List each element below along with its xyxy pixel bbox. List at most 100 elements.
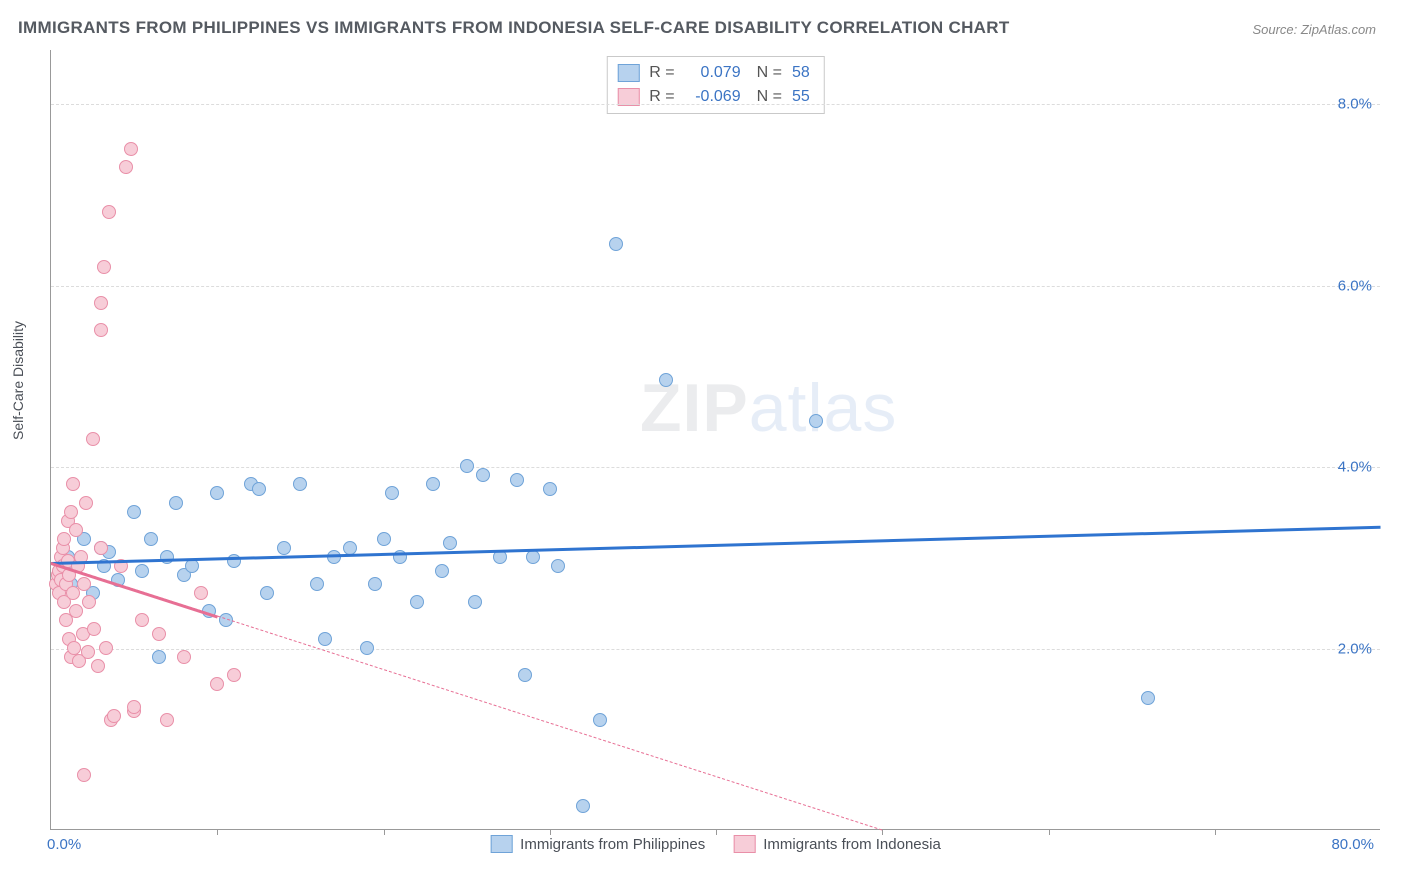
plot-area: ZIPatlas R = 0.079 N = 58 R = -0.069 N =… xyxy=(50,50,1380,830)
chart-container: IMMIGRANTS FROM PHILIPPINES VS IMMIGRANT… xyxy=(0,0,1406,892)
y-axis-label: Self-Care Disability xyxy=(10,321,26,440)
scatter-point xyxy=(107,709,121,723)
legend-label-philippines: Immigrants from Philippines xyxy=(520,836,705,853)
scatter-point xyxy=(385,486,399,500)
scatter-point xyxy=(510,473,524,487)
scatter-point xyxy=(435,564,449,578)
scatter-point xyxy=(144,532,158,546)
scatter-point xyxy=(160,713,174,727)
scatter-point xyxy=(210,486,224,500)
watermark-atlas: atlas xyxy=(749,370,898,446)
r-value-philippines: 0.079 xyxy=(685,64,741,82)
x-tick-mark xyxy=(716,829,717,835)
scatter-point xyxy=(543,482,557,496)
scatter-point xyxy=(476,468,490,482)
scatter-point xyxy=(102,205,116,219)
legend-item-indonesia: Immigrants from Indonesia xyxy=(733,835,941,853)
scatter-point xyxy=(152,627,166,641)
scatter-point xyxy=(468,595,482,609)
scatter-point xyxy=(57,532,71,546)
scatter-point xyxy=(277,541,291,555)
scatter-point xyxy=(86,432,100,446)
scatter-point xyxy=(64,505,78,519)
scatter-point xyxy=(127,505,141,519)
x-tick-mark xyxy=(882,829,883,835)
grid-line xyxy=(51,104,1380,105)
scatter-point xyxy=(518,668,532,682)
scatter-point xyxy=(99,641,113,655)
y-tick-label: 8.0% xyxy=(1338,96,1372,113)
x-tick-mark xyxy=(217,829,218,835)
scatter-point xyxy=(124,142,138,156)
scatter-point xyxy=(152,650,166,664)
scatter-point xyxy=(69,523,83,537)
scatter-point xyxy=(77,577,91,591)
scatter-point xyxy=(593,713,607,727)
x-tick-mark xyxy=(384,829,385,835)
scatter-point xyxy=(460,459,474,473)
n-value-indonesia: 55 xyxy=(792,88,810,106)
trend-line xyxy=(51,526,1381,565)
scatter-point xyxy=(443,536,457,550)
scatter-point xyxy=(127,700,141,714)
y-tick-label: 4.0% xyxy=(1338,459,1372,476)
scatter-point xyxy=(609,237,623,251)
scatter-point xyxy=(79,496,93,510)
scatter-point xyxy=(360,641,374,655)
watermark-zip: ZIP xyxy=(640,370,749,446)
scatter-point xyxy=(210,677,224,691)
legend-item-philippines: Immigrants from Philippines xyxy=(490,835,705,853)
scatter-point xyxy=(94,541,108,555)
swatch-indonesia xyxy=(617,88,639,106)
scatter-point xyxy=(67,641,81,655)
scatter-point xyxy=(135,564,149,578)
scatter-point xyxy=(659,373,673,387)
scatter-point xyxy=(526,550,540,564)
scatter-point xyxy=(551,559,565,573)
scatter-point xyxy=(97,260,111,274)
x-tick-mark xyxy=(1049,829,1050,835)
scatter-point xyxy=(177,650,191,664)
grid-line xyxy=(51,649,1380,650)
x-tick-mark xyxy=(1215,829,1216,835)
scatter-point xyxy=(82,595,96,609)
x-axis-label: 80.0% xyxy=(1331,836,1374,853)
swatch-philippines-icon xyxy=(490,835,512,853)
y-tick-label: 2.0% xyxy=(1338,640,1372,657)
scatter-point xyxy=(227,668,241,682)
watermark: ZIPatlas xyxy=(640,369,897,447)
scatter-point xyxy=(368,577,382,591)
chart-title: IMMIGRANTS FROM PHILIPPINES VS IMMIGRANT… xyxy=(18,18,1010,38)
r-label: R = xyxy=(649,88,674,106)
scatter-point xyxy=(377,532,391,546)
n-label: N = xyxy=(757,88,782,106)
swatch-philippines xyxy=(617,64,639,82)
scatter-point xyxy=(576,799,590,813)
grid-line xyxy=(51,286,1380,287)
scatter-point xyxy=(169,496,183,510)
scatter-point xyxy=(318,632,332,646)
scatter-point xyxy=(260,586,274,600)
scatter-point xyxy=(293,477,307,491)
series-legend: Immigrants from Philippines Immigrants f… xyxy=(490,835,941,853)
y-tick-label: 6.0% xyxy=(1338,277,1372,294)
scatter-point xyxy=(69,604,83,618)
scatter-point xyxy=(94,296,108,310)
scatter-point xyxy=(310,577,324,591)
scatter-point xyxy=(252,482,266,496)
r-label: R = xyxy=(649,64,674,82)
scatter-point xyxy=(66,477,80,491)
scatter-point xyxy=(94,323,108,337)
scatter-point xyxy=(119,160,133,174)
grid-line xyxy=(51,467,1380,468)
legend-label-indonesia: Immigrants from Indonesia xyxy=(763,836,941,853)
n-label: N = xyxy=(757,64,782,82)
scatter-point xyxy=(91,659,105,673)
scatter-point xyxy=(77,768,91,782)
n-value-philippines: 58 xyxy=(792,64,810,82)
scatter-point xyxy=(1141,691,1155,705)
x-axis-label: 0.0% xyxy=(47,836,81,853)
scatter-point xyxy=(809,414,823,428)
scatter-point xyxy=(81,645,95,659)
scatter-point xyxy=(66,586,80,600)
